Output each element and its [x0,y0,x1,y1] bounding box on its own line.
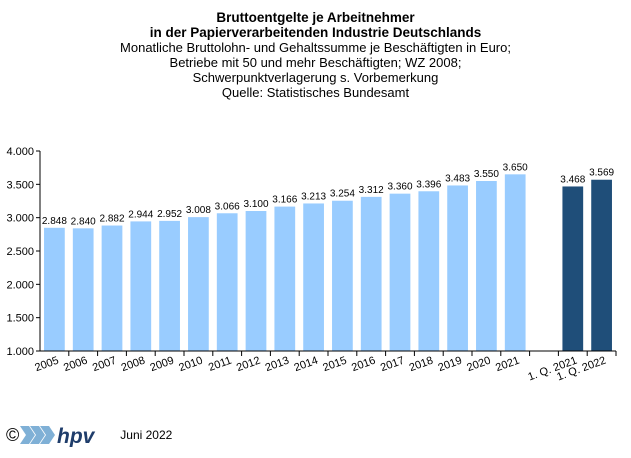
bar [159,220,180,351]
bar [476,181,497,351]
logo-stripes-icon [20,426,56,444]
bar [188,217,209,351]
hpv-logo: hpv [20,425,96,447]
data-label: 2.882 [99,214,124,225]
x-tick-label: 2021 [494,355,521,375]
bar [72,228,94,351]
data-label: 3.483 [445,173,470,184]
y-tick-label: 1.000 [6,346,34,358]
bar [245,211,267,351]
x-tick-label: 2013 [264,355,291,375]
bar [130,221,152,351]
x-tick-label: 2008 [120,355,147,375]
bar-chart: 1.000 1.500 2.000 2.500 3.000 3.500 4.000 2.848… [6,146,617,383]
chart-source-line: Quelle: Statistisches Bundesamt [221,85,410,100]
data-label: 2.944 [128,209,153,220]
data-label: 3.550 [474,169,499,180]
y-tick-label: 4.000 [6,146,34,158]
chart-subtitle-line-3: Schwerpunktverlagerung s. Vorbemerkung [192,70,439,85]
bar [504,174,526,351]
y-tick-label: 2.000 [6,279,34,291]
data-label: 2.952 [157,209,182,220]
bar [303,203,324,351]
bar [389,193,411,351]
bar [360,196,382,351]
y-tick-label: 3.500 [6,179,34,191]
bar [447,185,468,351]
bar [216,213,238,351]
x-tick-label: 2010 [177,355,204,375]
x-tick-label: 2011 [207,355,233,374]
footer: © hpv Juni 2022 [6,422,172,448]
logo-text: hpv [57,425,96,447]
x-tick-label: 2006 [62,355,89,375]
data-label: 3.569 [589,168,614,179]
y-tick-label: 1.500 [6,313,34,325]
data-label: 2.840 [71,216,96,227]
data-label: 3.213 [301,191,326,202]
data-label: 2.848 [42,216,67,227]
copyright-symbol: © [6,425,20,445]
chart-title-line-2: in der Papierverarbeitenden Industrie De… [149,25,482,40]
bar [418,191,440,351]
x-tick-label: 2007 [91,355,118,375]
data-label: 3.468 [560,174,585,185]
data-label: 3.360 [387,182,412,193]
bar [562,186,584,351]
bar [44,227,65,351]
x-tick-label: 2017 [379,355,406,375]
data-label: 3.166 [272,195,297,206]
bar [101,225,123,351]
chart-title-line-1: Bruttoentgelte je Arbeitnehmer [216,10,415,25]
x-tick-label: 2009 [149,355,176,375]
x-tick-label: 2014 [293,355,320,375]
chart-subtitle-line-1: Monatliche Bruttolohn- und Gehaltssumme … [120,40,511,55]
chart-header: Bruttoentgelte je Arbeitnehmer in der Pa… [0,10,631,100]
data-label: 3.650 [503,162,528,173]
data-label: 3.008 [186,205,211,216]
x-tick-label: 2019 [437,355,464,375]
bar [332,200,353,351]
x-tick-label: 2012 [235,355,262,375]
x-tick-label: 2005 [33,355,60,375]
data-label: 3.254 [330,189,355,200]
footer-date: Juni 2022 [120,428,173,442]
bar [591,179,612,351]
data-label: 3.066 [215,201,240,212]
x-tick-label: 2015 [321,355,348,375]
data-label: 3.312 [359,185,384,196]
data-label: 3.396 [416,179,441,190]
y-tick-label: 3.000 [6,213,34,225]
y-tick-label: 2.500 [6,246,34,258]
x-tick-label: 2018 [408,355,435,375]
bar [274,206,296,351]
x-tick-label: 2016 [350,355,377,375]
chart-subtitle-line-2: Betriebe mit 50 und mehr Beschäftigten; … [169,55,462,70]
x-tick-label: 2020 [465,355,492,375]
data-label: 3.100 [243,199,268,210]
